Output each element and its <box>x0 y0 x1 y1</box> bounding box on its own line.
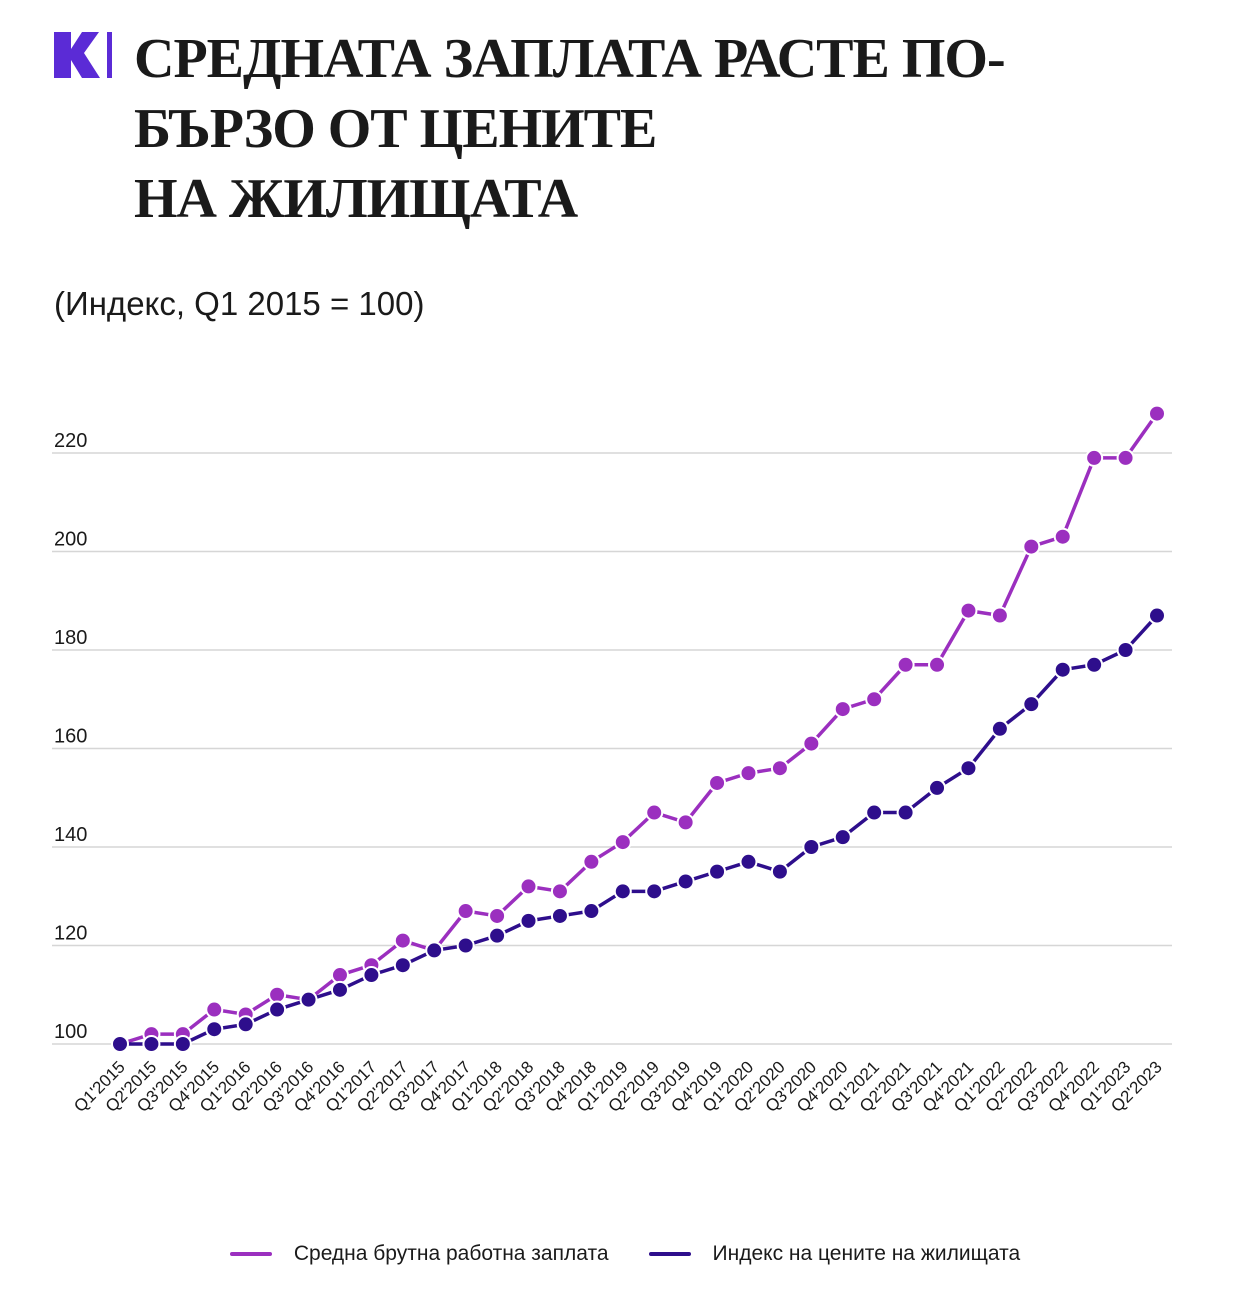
data-point <box>582 902 601 921</box>
data-point <box>865 803 884 822</box>
data-point <box>770 862 789 881</box>
y-axis-labels: 100 120 140 160 180 200 220 <box>54 430 87 1043</box>
data-point <box>1053 527 1072 546</box>
data-point <box>173 1035 192 1053</box>
data-point <box>299 990 318 1009</box>
data-point <box>676 872 695 891</box>
data-point <box>928 655 947 674</box>
data-point <box>456 902 475 921</box>
data-point <box>1022 537 1041 556</box>
data-point <box>268 1000 287 1019</box>
data-point <box>990 606 1009 625</box>
legend-item-wage: Средна брутна работна заплата <box>229 1242 609 1266</box>
data-point <box>205 1000 224 1019</box>
data-point <box>802 838 821 856</box>
line-chart: 100 120 140 160 180 200 220 Q1'2015Q2'2015Q3'2… <box>52 404 1172 1116</box>
data-point <box>865 690 884 709</box>
y-tick-label-140: 140 <box>54 824 87 846</box>
data-point <box>393 931 412 950</box>
data-point <box>770 759 789 778</box>
data-point <box>550 906 569 925</box>
chart-subtitle: (Индекс, Q1 2015 = 100) <box>54 285 425 322</box>
y-tick-label-180: 180 <box>54 627 87 649</box>
chart-title: СРЕДНАТА ЗАПЛАТА РАСТЕ ПО- БЪРЗО ОТ ЦЕНИ… <box>134 24 1006 234</box>
data-point <box>802 734 821 753</box>
title-line-2: БЪРЗО ОТ ЦЕНИТЕ <box>134 98 657 160</box>
data-point <box>645 882 664 901</box>
data-point <box>488 906 507 925</box>
data-point <box>362 966 381 985</box>
data-point <box>456 936 475 955</box>
data-point <box>142 1035 161 1053</box>
data-point <box>613 882 632 901</box>
data-point <box>708 862 727 881</box>
data-point <box>236 1015 255 1034</box>
data-point <box>1148 404 1166 423</box>
data-point <box>268 985 287 1004</box>
data-point <box>708 773 727 792</box>
y-tick-label-160: 160 <box>54 726 87 748</box>
series-housing <box>111 606 1166 1053</box>
data-point <box>1053 660 1072 679</box>
data-point <box>739 764 758 783</box>
data-point <box>330 966 349 985</box>
series-group <box>111 404 1166 1053</box>
title-line-3: НА ЖИЛИЩАТА <box>134 168 578 230</box>
data-point <box>896 803 915 822</box>
series-line <box>119 412 1159 1046</box>
brand-logo <box>54 32 116 83</box>
data-point <box>425 941 444 960</box>
data-point <box>959 601 978 620</box>
data-point <box>550 882 569 901</box>
y-tick-label-100: 100 <box>54 1021 87 1043</box>
data-point <box>111 1035 129 1053</box>
data-point <box>896 655 915 674</box>
data-point <box>519 911 538 930</box>
data-point <box>393 956 412 975</box>
y-tick-label-220: 220 <box>54 430 87 452</box>
brand-logo-icon <box>54 32 112 78</box>
data-point <box>959 759 978 778</box>
data-point <box>676 813 695 832</box>
data-point <box>645 803 664 822</box>
data-point <box>205 1020 224 1039</box>
data-point <box>990 719 1009 738</box>
data-point <box>1022 695 1041 714</box>
data-point <box>1085 448 1104 467</box>
data-point <box>833 700 852 719</box>
data-point <box>330 980 349 999</box>
data-point <box>739 852 758 871</box>
y-tick-label-120: 120 <box>54 923 87 945</box>
data-point <box>1116 448 1135 467</box>
data-point <box>488 926 507 945</box>
legend-label-housing: Индекс на цените на жилищата <box>712 1242 1021 1265</box>
series-line <box>120 614 1159 1046</box>
y-tick-label-200: 200 <box>54 529 87 551</box>
data-point <box>833 828 852 847</box>
data-point <box>519 877 538 896</box>
data-point <box>928 778 947 797</box>
x-axis-labels: Q1'2015Q2'2015Q3'2015Q4'2015Q1'2016Q2'20… <box>70 1057 1166 1116</box>
data-point <box>613 833 632 852</box>
title-line-1: СРЕДНАТА ЗАПЛАТА РАСТЕ ПО- <box>134 28 1006 90</box>
legend-label-wage: Средна брутна работна заплата <box>293 1242 609 1265</box>
legend-swatch-housing <box>648 1252 691 1256</box>
data-point <box>582 852 601 871</box>
data-point <box>1085 655 1104 674</box>
legend-item-housing: Индекс на цените на жилищата <box>648 1242 1021 1266</box>
grid <box>52 452 1172 1045</box>
data-point <box>1148 606 1166 625</box>
data-point <box>1116 641 1135 659</box>
legend-swatch-wage <box>229 1252 272 1256</box>
legend: Средна брутна работна заплата Индекс на … <box>0 1242 1250 1266</box>
